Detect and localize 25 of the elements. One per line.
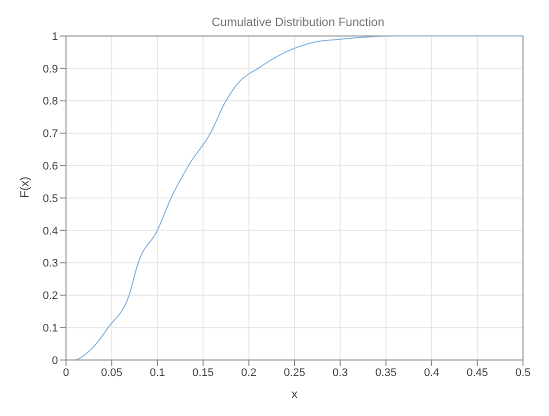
x-tick-label: 0 xyxy=(62,366,70,379)
y-tick-label: 1 xyxy=(52,30,58,43)
y-tick-label: 0.8 xyxy=(42,96,58,108)
y-tick-label: 0.9 xyxy=(42,63,58,76)
y-tick-label: 0.7 xyxy=(42,128,58,140)
chart-title: Cumulative Distribution Function xyxy=(212,15,384,29)
x-axis-title: x xyxy=(292,387,298,401)
y-tick-label: 0.6 xyxy=(42,160,58,173)
x-tick-label: 0.35 xyxy=(375,366,397,379)
y-tick-label: 0.5 xyxy=(42,192,58,205)
y-tick-label: 0 xyxy=(52,354,58,367)
x-tick-label: 0.5 xyxy=(515,366,531,379)
x-tick-label: 0.3 xyxy=(332,366,348,379)
x-tick-label: 0.45 xyxy=(466,366,488,379)
y-tick-label: 0.2 xyxy=(42,290,58,302)
x-tick-label: 0.4 xyxy=(424,366,440,379)
x-tick-label: 0.25 xyxy=(284,366,306,379)
y-tick-label: 0.4 xyxy=(42,225,58,238)
x-tick-label: 0.05 xyxy=(100,366,122,379)
x-tick-label: 0.2 xyxy=(241,366,256,379)
x-tick-label: 0.15 xyxy=(192,366,214,379)
y-tick-label: 0.3 xyxy=(42,258,58,270)
y-tick-label: 0.1 xyxy=(42,322,58,335)
x-tick-label: 0.1 xyxy=(150,366,166,379)
y-axis-title: F(x) xyxy=(17,176,32,198)
